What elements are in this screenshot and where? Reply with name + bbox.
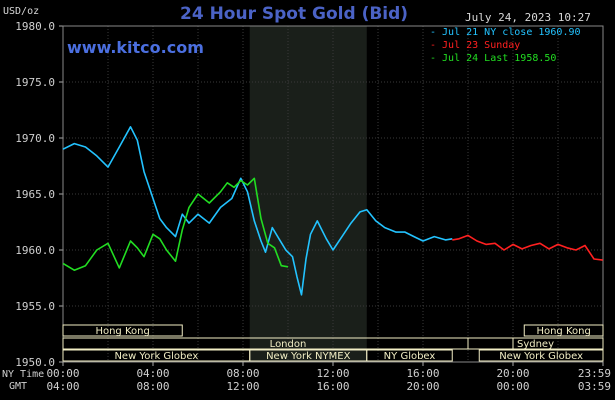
session-label: Hong Kong xyxy=(536,326,590,337)
unit-label: USD/oz xyxy=(3,6,40,17)
series-line-jul21 xyxy=(62,126,453,296)
legend-item-jul23: - Jul 23 Sunday xyxy=(430,40,521,51)
y-tick-label: 1955.0 xyxy=(15,300,55,313)
session-box xyxy=(62,324,183,337)
timestamp: July 24, 2023 10:27 xyxy=(465,11,591,24)
legend-item-jul21: - Jul 21 NY close 1960.90 xyxy=(430,27,581,38)
x-tick-label-ny: 16:00 xyxy=(406,367,439,380)
brand-watermark[interactable]: www.kitco.com xyxy=(67,38,204,57)
session-label: London xyxy=(270,339,307,350)
series-line-jul24 xyxy=(62,177,289,272)
x-tick-label-ny: 00:00 xyxy=(46,367,79,380)
session-box xyxy=(478,349,604,362)
session-label: New York Globex xyxy=(114,351,198,362)
x-tick-label-gmt: 03:59 xyxy=(578,380,611,393)
ny-time-label: NY Time xyxy=(2,369,45,380)
x-tick-label-gmt: 12:00 xyxy=(226,380,259,393)
nymex-shaded-region xyxy=(249,26,367,362)
series-line-jul23 xyxy=(452,234,603,261)
x-tick-label-gmt: 08:00 xyxy=(136,380,169,393)
session-box xyxy=(62,337,514,350)
session-box xyxy=(467,337,604,350)
x-tick-label-gmt: 20:00 xyxy=(406,380,439,393)
y-tick-label: 1970.0 xyxy=(15,132,55,145)
y-tick-label: 1975.0 xyxy=(15,76,55,89)
legend-item-jul24: - Jul 24 Last 1958.50 xyxy=(430,53,557,64)
session-box xyxy=(366,349,453,362)
x-tick-label-ny: 04:00 xyxy=(136,367,169,380)
x-tick-label-ny: 20:00 xyxy=(496,367,529,380)
chart-title: 24 Hour Spot Gold (Bid) xyxy=(180,4,409,24)
y-tick-label: 1965.0 xyxy=(15,188,55,201)
session-label: New York Globex xyxy=(499,351,583,362)
session-box xyxy=(523,324,604,337)
session-label: Hong Kong xyxy=(95,326,149,337)
x-tick-label-gmt: 04:00 xyxy=(46,380,79,393)
session-label: Sydney xyxy=(517,339,554,350)
x-tick-label-gmt: 00:00 xyxy=(496,380,529,393)
session-label: NY Globex xyxy=(384,351,436,362)
y-tick-label: 1980.0 xyxy=(15,20,55,33)
x-tick-label-ny: 08:00 xyxy=(226,367,259,380)
x-tick-label-ny: 12:00 xyxy=(316,367,349,380)
gmt-label: GMT xyxy=(9,381,28,392)
y-tick-label: 1950.0 xyxy=(15,356,55,369)
session-label: New York NYMEX xyxy=(266,351,351,362)
y-tick-label: 1960.0 xyxy=(15,244,55,257)
x-tick-label-ny: 23:59 xyxy=(578,367,611,380)
x-tick-label-gmt: 16:00 xyxy=(316,380,349,393)
